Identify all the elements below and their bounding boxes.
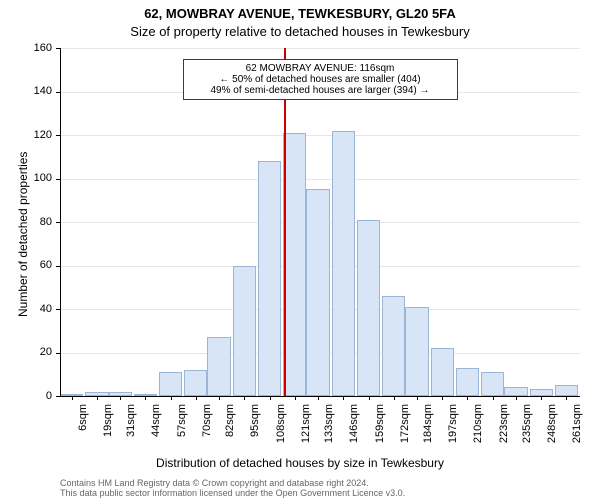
y-tick-label: 40: [40, 303, 52, 315]
gridline: [60, 135, 580, 136]
chart-title: Size of property relative to detached ho…: [0, 24, 600, 39]
histogram-bar: [382, 296, 405, 396]
histogram-bar: [456, 368, 479, 396]
y-tick-label: 60: [40, 259, 52, 271]
y-tick-label: 20: [40, 346, 52, 358]
x-tick-label: 19sqm: [102, 404, 114, 449]
x-axis-line: [60, 396, 580, 397]
histogram-bar: [207, 337, 230, 396]
annotation-line: 49% of semi-detached houses are larger (…: [190, 85, 451, 96]
histogram-bar: [306, 189, 329, 396]
gridline: [60, 179, 580, 180]
attribution-line-2: This data public sector information lice…: [60, 488, 405, 498]
histogram-bar: [555, 385, 578, 396]
chart-supertitle: 62, MOWBRAY AVENUE, TEWKESBURY, GL20 5FA: [0, 6, 600, 21]
histogram-bar: [405, 307, 428, 396]
x-tick-label: 95sqm: [249, 404, 261, 449]
histogram-bar: [504, 387, 527, 396]
x-tick-label: 31sqm: [125, 404, 137, 449]
y-axis-line: [60, 48, 61, 396]
x-tick-label: 108sqm: [275, 404, 287, 449]
histogram-bar: [258, 161, 281, 396]
y-tick-label: 80: [40, 216, 52, 228]
x-axis-label: Distribution of detached houses by size …: [0, 456, 600, 470]
plot-area: 0204060801001201401606sqm19sqm31sqm44sqm…: [60, 48, 580, 396]
x-tick-label: 261sqm: [571, 404, 583, 449]
chart-container: 62, MOWBRAY AVENUE, TEWKESBURY, GL20 5FA…: [0, 0, 600, 500]
y-tick-label: 0: [46, 390, 52, 402]
reference-marker-line: [284, 48, 286, 396]
x-tick-label: 197sqm: [447, 404, 459, 449]
gridline: [60, 48, 580, 49]
x-tick-label: 82sqm: [224, 404, 236, 449]
x-tick-label: 146sqm: [348, 404, 360, 449]
attribution-text: Contains HM Land Registry data © Crown c…: [60, 478, 405, 498]
y-tick-label: 100: [34, 172, 52, 184]
x-tick-label: 57sqm: [176, 404, 188, 449]
x-tick-label: 223sqm: [498, 404, 510, 449]
x-tick-label: 184sqm: [422, 404, 434, 449]
y-tick-label: 160: [34, 42, 52, 54]
x-tick-label: 6sqm: [77, 404, 89, 449]
histogram-bar: [431, 348, 454, 396]
x-tick-label: 172sqm: [399, 404, 411, 449]
histogram-bar: [332, 131, 355, 396]
histogram-bar: [184, 370, 207, 396]
histogram-bar: [357, 220, 380, 396]
x-tick-label: 248sqm: [546, 404, 558, 449]
x-tick-label: 44sqm: [150, 404, 162, 449]
y-tick-label: 120: [34, 129, 52, 141]
annotation-box: 62 MOWBRAY AVENUE: 116sqm← 50% of detach…: [183, 59, 458, 100]
annotation-line: ← 50% of detached houses are smaller (40…: [190, 74, 451, 85]
y-tick-label: 140: [34, 85, 52, 97]
x-tick-label: 121sqm: [300, 404, 312, 449]
attribution-line-1: Contains HM Land Registry data © Crown c…: [60, 478, 405, 488]
annotation-line: 62 MOWBRAY AVENUE: 116sqm: [190, 63, 451, 74]
x-tick-label: 70sqm: [201, 404, 213, 449]
y-axis-label: Number of detached properties: [16, 152, 30, 317]
histogram-bar: [159, 372, 182, 396]
x-tick-label: 133sqm: [323, 404, 335, 449]
histogram-bar: [233, 266, 256, 397]
histogram-bar: [283, 133, 306, 396]
x-tick-label: 235sqm: [521, 404, 533, 449]
x-tick-label: 210sqm: [472, 404, 484, 449]
x-tick-label: 159sqm: [374, 404, 386, 449]
histogram-bar: [481, 372, 504, 396]
